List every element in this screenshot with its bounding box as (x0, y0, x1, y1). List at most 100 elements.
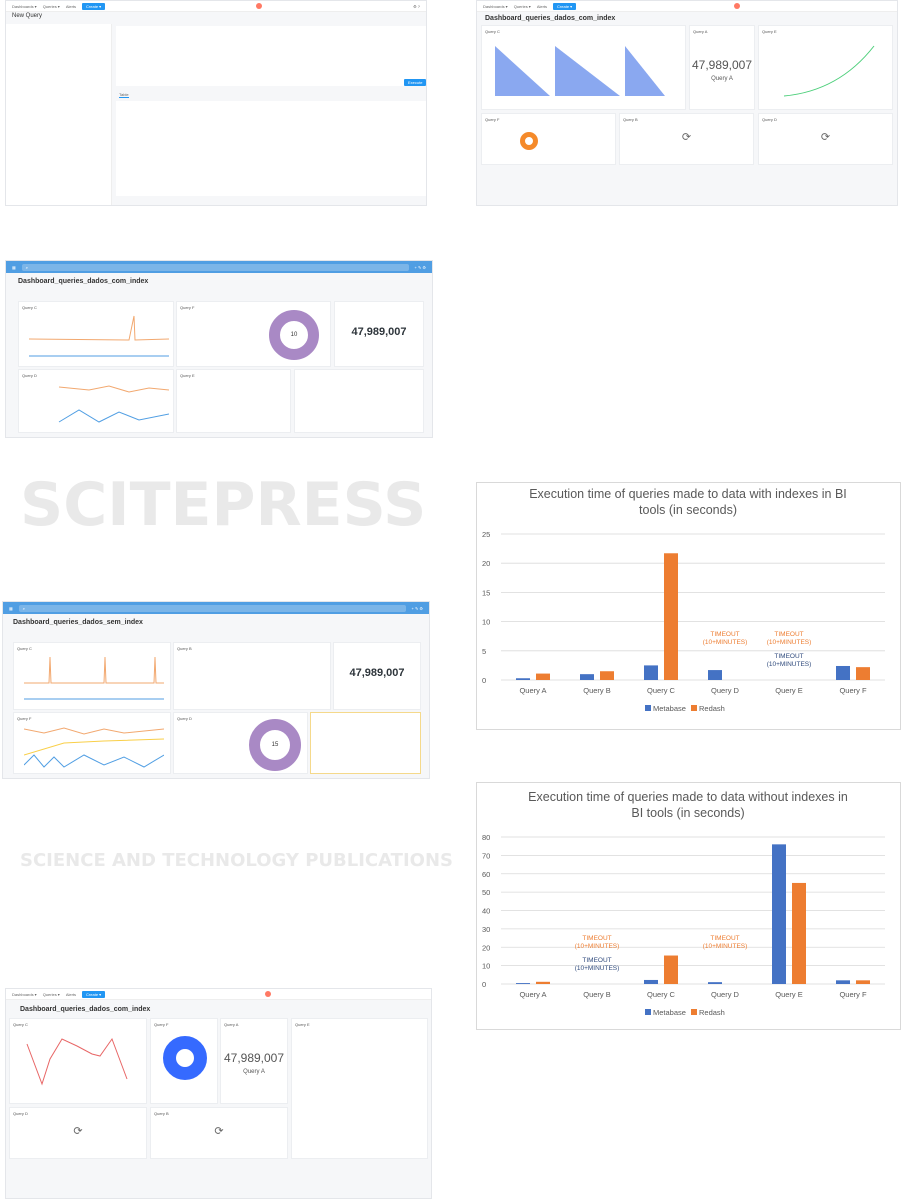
counter-label: Query A (711, 76, 733, 82)
metabase-dashboard-screenshot-2: ▦ ⌕ + ✎ ⚙ Dashboard_queries_dados_sem_inde… (2, 601, 430, 779)
x-tick-label: Query B (583, 990, 611, 999)
card-query-d: Query D ⟳ (758, 113, 893, 165)
bar-redash (664, 955, 678, 984)
bar-metabase (708, 670, 722, 680)
legend-label-redash: Redash (699, 1008, 725, 1017)
create-button[interactable]: Create ▾ (553, 2, 577, 10)
redash-logo (265, 991, 272, 997)
legend-swatch-metabase (645, 705, 651, 711)
y-tick-label: 15 (482, 588, 490, 597)
redash-logo (733, 3, 740, 9)
top-nav: Dashboards ▾ Queries ▾ Alerts Create ▾ (477, 1, 897, 12)
card-query-f: Query F (481, 113, 616, 165)
line-chart (24, 727, 164, 768)
donut-chart: 10 (269, 310, 319, 360)
y-tick-label: 25 (482, 530, 490, 539)
donut-chart (163, 1036, 207, 1080)
counter-value: 47,989,007 (223, 1051, 285, 1065)
chart-title: BI tools (in seconds) (631, 806, 744, 820)
page-title: New Query (12, 13, 43, 19)
card-query-d: Query D (18, 369, 174, 433)
bar-metabase (772, 844, 786, 984)
legend-swatch-metabase (645, 1009, 651, 1015)
metabase-navbar: ▦ ⌕ + ✎ ⚙ (3, 602, 429, 614)
y-tick-label: 30 (482, 925, 490, 934)
redash-new-query-screenshot: Dashboards ▾ Queries ▾ Alerts Create ▾ ⚙ ? N… (5, 0, 427, 206)
redash-logo (256, 3, 263, 9)
create-button[interactable]: Create ▾ (82, 990, 106, 998)
execute-button[interactable]: Execute (404, 79, 426, 86)
bar-redash (536, 673, 550, 680)
counter-label: Query A (243, 1069, 265, 1075)
card-query-b: Query B (173, 642, 331, 710)
y-tick-label: 40 (482, 907, 490, 916)
y-tick-label: 0 (482, 676, 486, 685)
metabase-dashboard-screenshot-1: ▦ ⌕ + ✎ ⚙ Dashboard_queries_dados_com_inde… (5, 260, 433, 438)
query-editor[interactable] (116, 26, 426, 86)
refresh-icon: ⟳ (820, 131, 831, 143)
y-tick-label: 60 (482, 870, 490, 879)
y-tick-label: 80 (482, 833, 490, 842)
y-tick-label: 20 (482, 943, 490, 952)
bar-metabase (516, 983, 530, 984)
redash-dashboard-screenshot-2: Dashboards ▾ Queries ▾ Alerts Create ▾ Dash… (5, 988, 432, 1199)
bar-metabase (836, 980, 850, 984)
x-tick-label: Query D (711, 686, 740, 695)
chart-without-indexes: Execution time of queries made to data w… (476, 782, 901, 1030)
card-table (294, 369, 424, 433)
dashboard-title: Dashboard_queries_dados_com_index (18, 278, 149, 285)
card-query-a: Query A 47,989,007 Query A (689, 25, 755, 110)
card-query-b: Query B ⟳ (619, 113, 754, 165)
card-query-e: 47,989,007 (333, 642, 421, 710)
y-tick-label: 70 (482, 851, 490, 860)
bar-redash (600, 671, 614, 680)
counter-value: 47,989,007 (351, 326, 407, 338)
card-query-d: Query D 15 (173, 712, 308, 774)
timeout-label: (10+MINUTES) (703, 943, 748, 950)
card-query-b: 47,989,007 (334, 301, 424, 367)
refresh-icon: ⟳ (73, 1125, 83, 1137)
y-tick-label: 5 (482, 647, 486, 656)
top-nav: Dashboards ▾ Queries ▾ Alerts Create ▾ (6, 989, 431, 1000)
legend-swatch-redash (691, 1009, 697, 1015)
y-tick-label: 10 (482, 618, 490, 627)
timeout-label: (10+MINUTES) (575, 943, 620, 950)
legend-label-metabase: Metabase (653, 704, 686, 713)
dashboard-title: Dashboard_queries_dados_sem_index (13, 619, 143, 626)
search-input[interactable]: ⌕ (18, 604, 406, 612)
dashboard-title: Dashboard_queries_dados_com_index (485, 15, 616, 22)
bar-redash (536, 981, 550, 984)
chart-title: tools (in seconds) (639, 503, 737, 517)
legend-label-metabase: Metabase (653, 1008, 686, 1017)
card-query-c: Query C (13, 642, 171, 710)
y-tick-label: 10 (482, 962, 490, 971)
card-query-c: Query C (18, 301, 174, 367)
donut-chart: 15 (249, 719, 301, 771)
card-query-table (310, 712, 421, 774)
create-button[interactable]: Create ▾ (82, 2, 106, 10)
card-query-c: Query C (9, 1018, 147, 1104)
pie-chart (520, 132, 538, 150)
y-tick-label: 20 (482, 559, 490, 568)
line-chart (26, 1037, 128, 1086)
line-chart (24, 656, 164, 700)
bar-redash (856, 667, 870, 680)
card-query-f: Query F (13, 712, 171, 774)
bar-metabase (836, 665, 850, 680)
card-query-b: Query B ⟳ (150, 1107, 288, 1159)
redash-dashboard-screenshot-1: Dashboards ▾ Queries ▾ Alerts Create ▾ Dash… (476, 0, 898, 206)
y-tick-label: 50 (482, 888, 490, 897)
search-input[interactable]: ⌕ (21, 263, 409, 271)
timeout-label: TIMEOUT (582, 957, 611, 964)
line-chart (29, 315, 169, 357)
dashboard-title: Dashboard_queries_dados_com_index (20, 1006, 151, 1013)
card-query-e: Query E (176, 369, 291, 433)
bar-metabase (644, 665, 658, 680)
x-tick-label: Query A (519, 686, 546, 695)
tab-table[interactable]: Table (119, 92, 129, 98)
bar-metabase (708, 982, 722, 984)
x-tick-label: Query F (839, 990, 867, 999)
bar-metabase (580, 674, 594, 680)
card-query-e: Query E (291, 1018, 428, 1159)
bar-redash (856, 980, 870, 984)
